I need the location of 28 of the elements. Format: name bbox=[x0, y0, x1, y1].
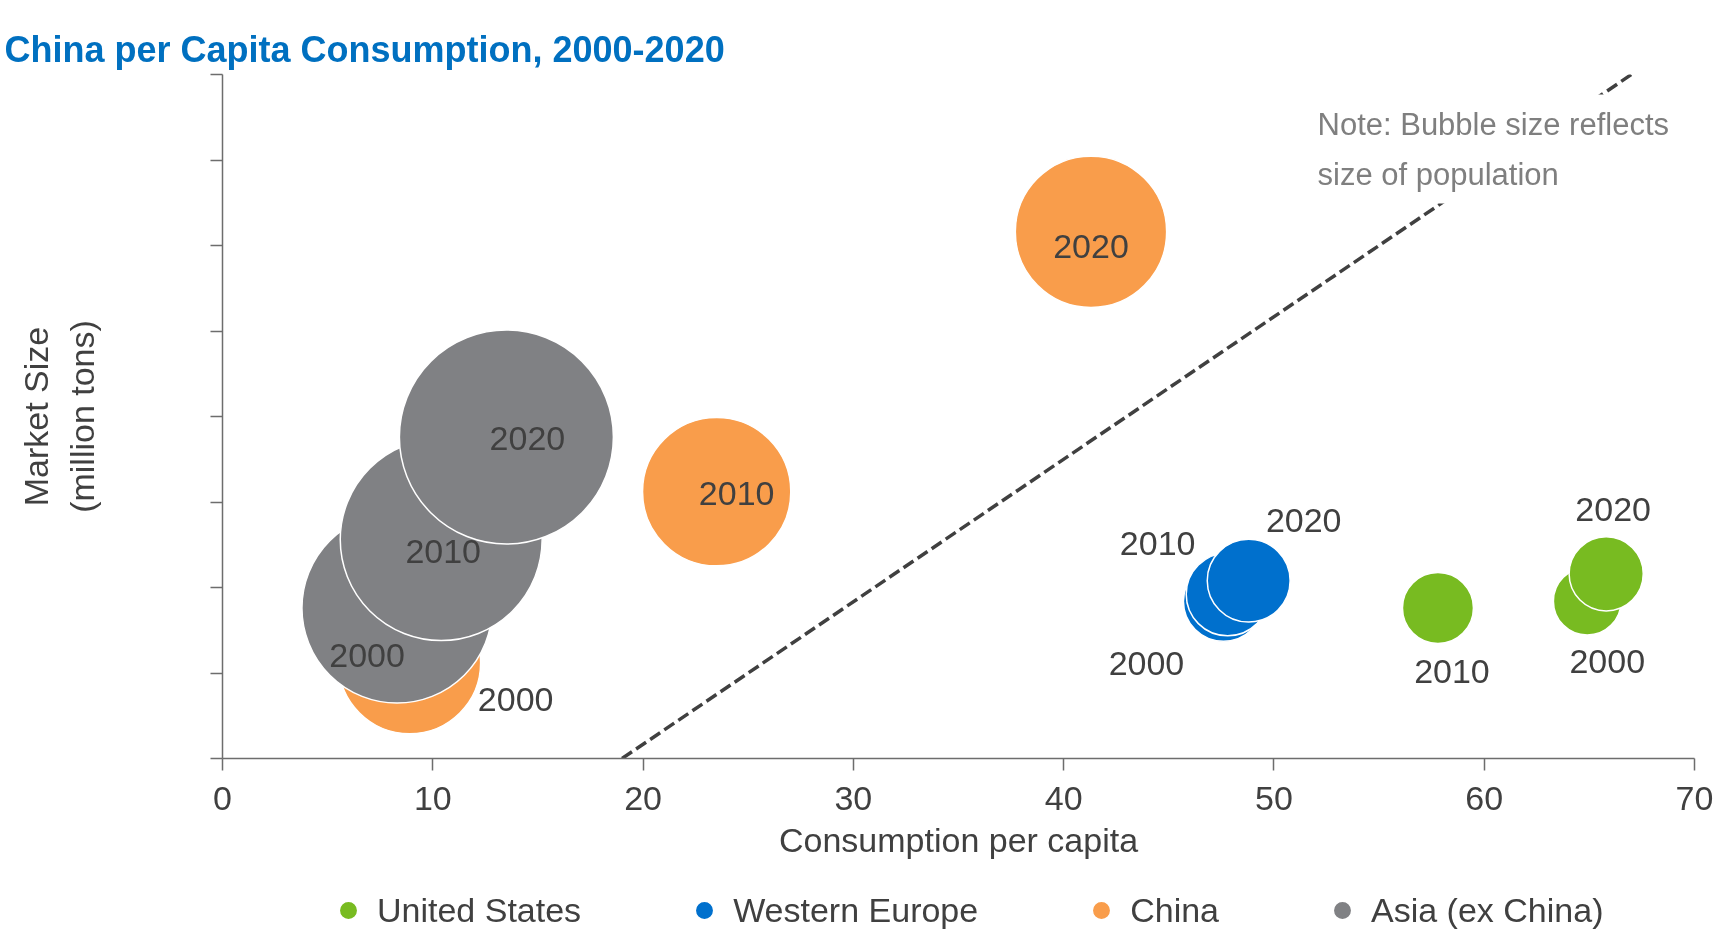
legend-label: United States bbox=[377, 890, 582, 930]
legend-label: Asia (ex China) bbox=[1371, 890, 1604, 930]
x-axis-title: Consumption per capita bbox=[778, 820, 1139, 859]
x-tick-label: 0 bbox=[213, 778, 232, 817]
y-axis-title: Market Size (million tons) bbox=[16, 320, 101, 513]
annotation: 2010 bbox=[698, 474, 775, 513]
legend-label: Western Europe bbox=[733, 890, 979, 930]
x-tick-label: 40 bbox=[1044, 778, 1083, 817]
annotation: 2010 bbox=[405, 532, 482, 571]
annotation: 2000 bbox=[1569, 641, 1646, 680]
x-tick-label: 10 bbox=[413, 778, 452, 817]
annotation: 2000 bbox=[1108, 643, 1185, 682]
chart-title: China per Capita Consumption, 2000-2020 bbox=[4, 28, 725, 70]
annotation: 2000 bbox=[329, 635, 405, 674]
annotation: 2020 bbox=[1053, 227, 1129, 266]
x-tick-label: 50 bbox=[1255, 778, 1293, 817]
annotation: Note: Bubble size reflects size of population bbox=[1317, 106, 1670, 192]
x-tick-label: 30 bbox=[834, 778, 873, 817]
annotation: 2020 bbox=[489, 418, 566, 457]
annotation: 2000 bbox=[477, 680, 554, 719]
legend-label: China bbox=[1130, 890, 1220, 930]
annotation: 2020 bbox=[1265, 501, 1342, 540]
annotation: 2010 bbox=[1119, 523, 1196, 562]
x-tick-label: 70 bbox=[1675, 778, 1714, 817]
x-tick-label: 20 bbox=[624, 778, 662, 817]
annotation: 2020 bbox=[1575, 490, 1651, 529]
x-tick-label: 60 bbox=[1465, 778, 1504, 817]
annotation: 2010 bbox=[1414, 651, 1490, 690]
